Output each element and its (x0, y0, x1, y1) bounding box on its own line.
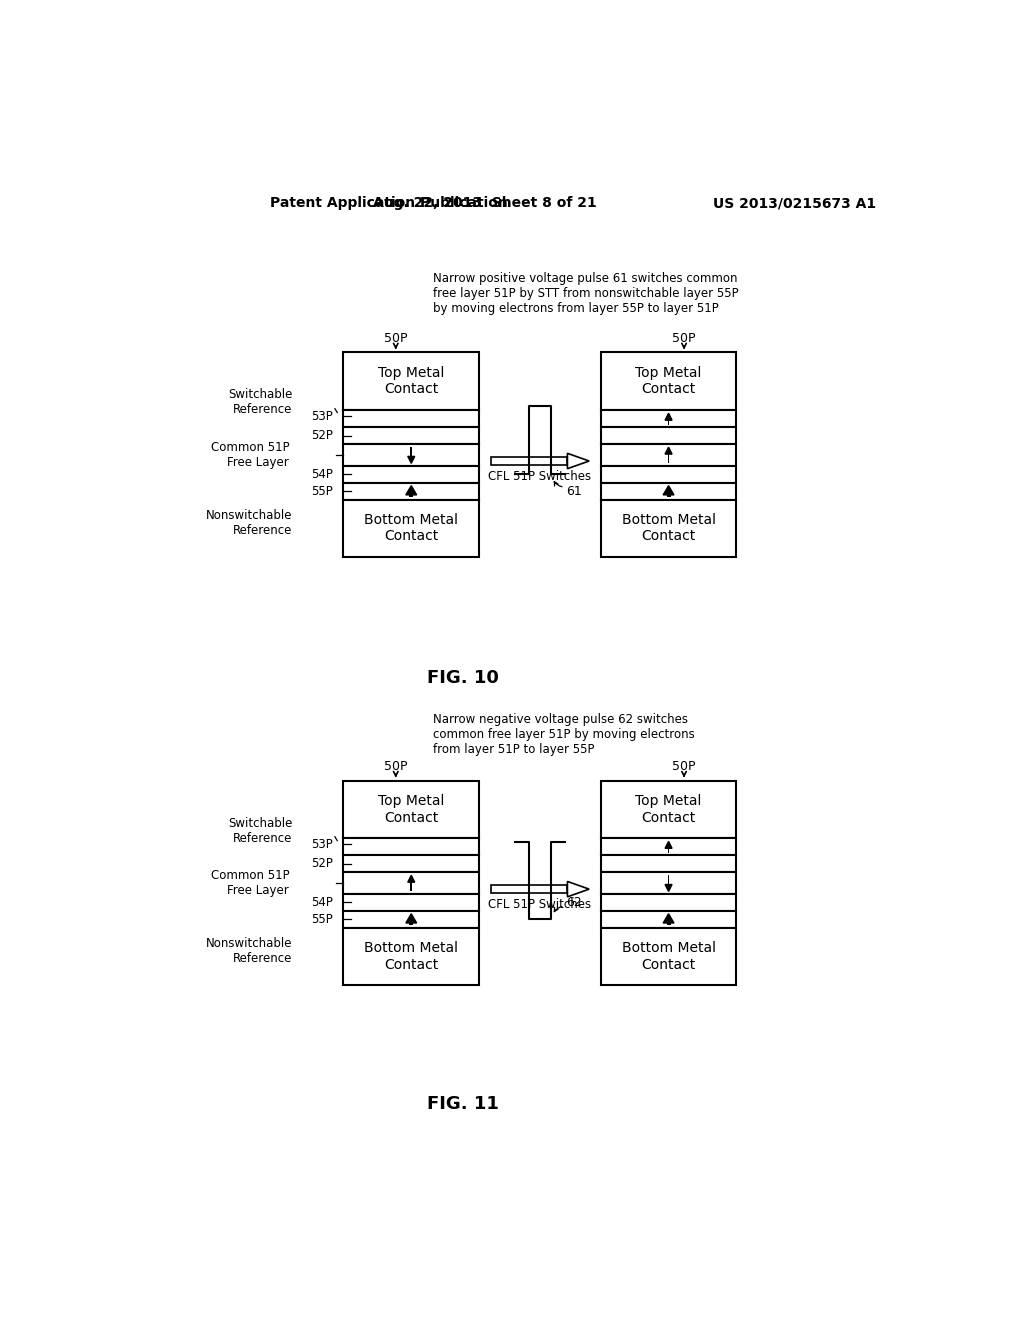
Text: Common 51P
Free Layer: Common 51P Free Layer (211, 869, 289, 898)
Text: Bottom Metal
Contact: Bottom Metal Contact (365, 941, 459, 972)
Bar (343, 873, 479, 894)
Text: 50P: 50P (384, 760, 408, 774)
Bar (601, 911, 736, 928)
Text: FIG. 10: FIG. 10 (427, 669, 499, 688)
Bar (667, 495, 671, 498)
Bar (343, 894, 479, 911)
Text: FIG. 11: FIG. 11 (427, 1096, 499, 1113)
Text: 52P: 52P (311, 429, 334, 442)
Bar (601, 466, 736, 483)
Text: 50P: 50P (673, 333, 696, 345)
Polygon shape (664, 486, 674, 495)
Text: 50P: 50P (673, 760, 696, 774)
Text: Nonswitchable
Reference: Nonswitchable Reference (206, 508, 292, 537)
Polygon shape (665, 413, 672, 420)
Text: CFL 51P Switches: CFL 51P Switches (488, 898, 592, 911)
Text: Top Metal
Contact: Top Metal Contact (378, 795, 444, 825)
Bar (601, 855, 736, 873)
Polygon shape (665, 447, 672, 454)
Polygon shape (406, 913, 417, 923)
Bar (343, 411, 479, 428)
Bar (601, 428, 736, 444)
Text: CFL 51P Switches: CFL 51P Switches (488, 470, 592, 483)
Text: Top Metal
Contact: Top Metal Contact (378, 366, 444, 396)
Bar (601, 499, 736, 557)
Bar (490, 457, 567, 465)
Text: Common 51P
Free Layer: Common 51P Free Layer (211, 441, 289, 469)
Bar (601, 873, 736, 894)
Text: 50P: 50P (384, 333, 408, 345)
Bar (343, 911, 479, 928)
Bar (490, 884, 567, 894)
Bar (343, 428, 479, 444)
Bar (343, 838, 479, 855)
Text: 55P: 55P (311, 912, 334, 925)
Text: 55P: 55P (311, 484, 334, 498)
Text: 54P: 54P (311, 896, 334, 908)
Bar (668, 849, 670, 853)
Polygon shape (567, 882, 589, 896)
Bar (343, 466, 479, 483)
Bar (601, 894, 736, 911)
Text: Bottom Metal
Contact: Bottom Metal Contact (622, 941, 716, 972)
Text: 53P: 53P (311, 409, 334, 422)
Text: 61: 61 (566, 484, 582, 498)
Bar (601, 483, 736, 499)
Bar (601, 352, 736, 411)
Bar (668, 875, 670, 884)
Text: 54P: 54P (311, 467, 334, 480)
Polygon shape (406, 486, 417, 495)
Bar (343, 352, 479, 411)
Text: Narrow positive voltage pulse 61 switches common
free layer 51P by STT from nons: Narrow positive voltage pulse 61 switche… (432, 272, 738, 315)
Polygon shape (408, 457, 415, 463)
Bar (601, 928, 736, 985)
Bar (668, 454, 670, 463)
Text: Bottom Metal
Contact: Bottom Metal Contact (622, 513, 716, 544)
Bar (343, 928, 479, 985)
Bar (343, 855, 479, 873)
Bar (668, 420, 670, 425)
Polygon shape (664, 913, 674, 923)
Text: US 2013/0215673 A1: US 2013/0215673 A1 (713, 197, 877, 210)
Text: Bottom Metal
Contact: Bottom Metal Contact (365, 513, 459, 544)
Text: Switchable
Reference: Switchable Reference (228, 388, 292, 417)
Text: Patent Application Publication: Patent Application Publication (270, 197, 508, 210)
Bar (410, 923, 414, 925)
Polygon shape (567, 453, 589, 469)
Text: 52P: 52P (311, 857, 334, 870)
Text: 53P: 53P (311, 838, 334, 851)
Text: Nonswitchable
Reference: Nonswitchable Reference (206, 937, 292, 965)
Bar (411, 447, 412, 457)
Bar (601, 411, 736, 428)
Bar (667, 923, 671, 925)
Bar (343, 499, 479, 557)
Polygon shape (665, 884, 672, 891)
Bar (601, 444, 736, 466)
Text: Narrow negative voltage pulse 62 switches
common free layer 51P by moving electr: Narrow negative voltage pulse 62 switche… (432, 713, 694, 756)
Polygon shape (665, 841, 672, 849)
Text: 62: 62 (566, 896, 582, 908)
Polygon shape (408, 875, 415, 882)
Text: Top Metal
Contact: Top Metal Contact (635, 366, 701, 396)
Bar (410, 495, 414, 498)
Bar (343, 780, 479, 838)
Text: Top Metal
Contact: Top Metal Contact (635, 795, 701, 825)
Text: Switchable
Reference: Switchable Reference (228, 817, 292, 845)
Bar (601, 780, 736, 838)
Bar (601, 838, 736, 855)
Bar (343, 483, 479, 499)
Bar (411, 882, 412, 891)
Bar (343, 444, 479, 466)
Text: Aug. 22, 2013  Sheet 8 of 21: Aug. 22, 2013 Sheet 8 of 21 (373, 197, 596, 210)
